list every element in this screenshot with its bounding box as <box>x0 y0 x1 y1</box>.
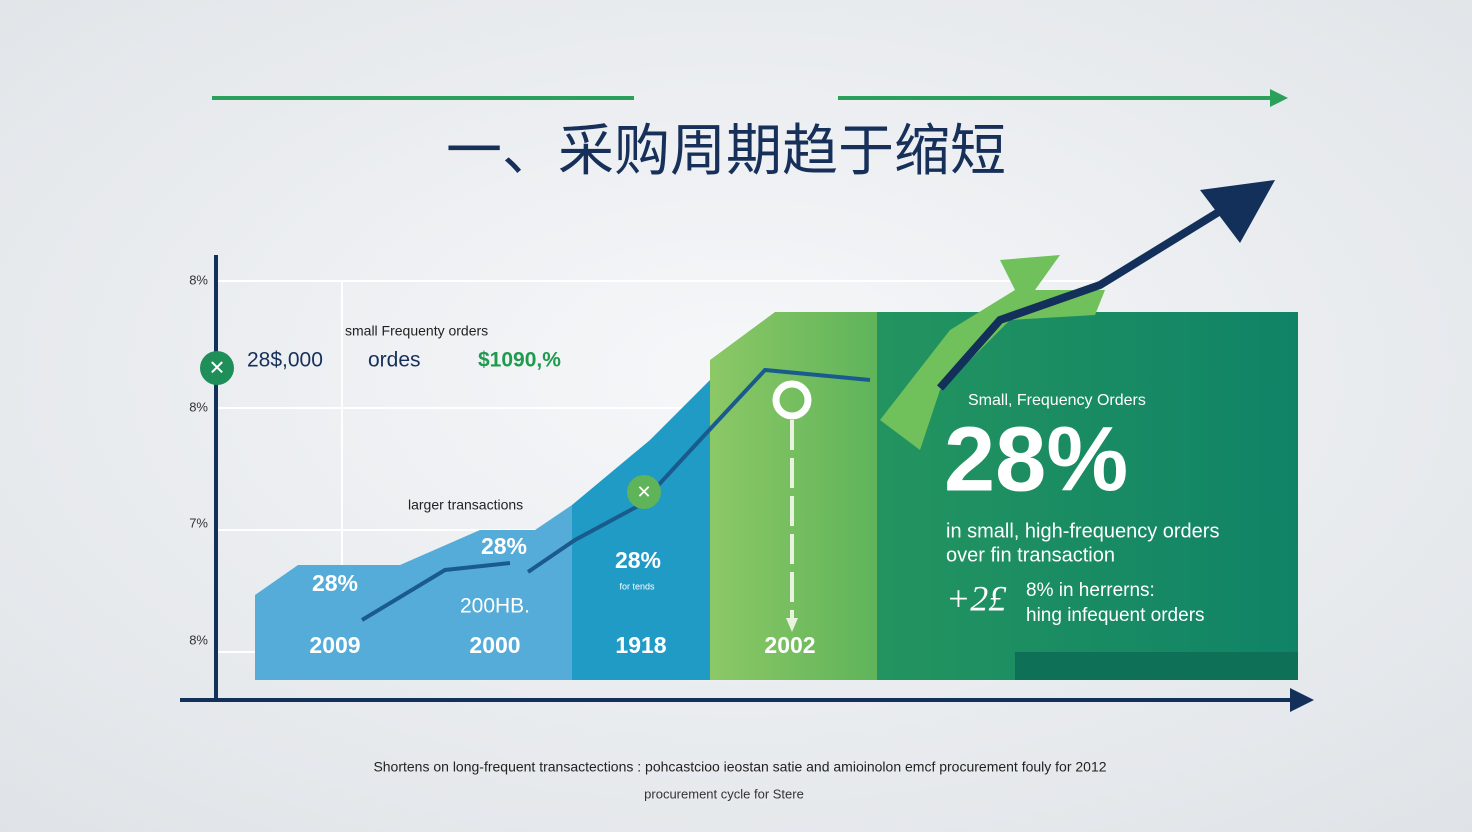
trend-line <box>360 561 511 622</box>
panel-big: 28% <box>944 408 1128 510</box>
axis-label: 8% <box>189 272 208 287</box>
axis-label: 8% <box>189 399 208 414</box>
callout-heading: small Frequenty orders <box>345 323 488 339</box>
band-year: 2002 <box>764 632 815 658</box>
callout-figure: 28$,000 <box>247 349 323 372</box>
band-value: 28% <box>615 547 661 573</box>
callout-unit: ordes <box>368 349 421 372</box>
band-year: 2000 <box>469 632 520 658</box>
band-value: 28% <box>481 533 527 559</box>
icon-glyph: ✕ <box>636 482 651 502</box>
band-note: for tends <box>619 581 655 591</box>
band-note: 200HB. <box>460 595 530 618</box>
footer: Shortens on long-frequent transactection… <box>373 759 1106 775</box>
icon <box>627 475 661 509</box>
band-value: 28% <box>312 570 358 596</box>
area <box>255 505 572 680</box>
larger-label: larger transactions <box>408 497 523 513</box>
arrowhead <box>786 618 798 632</box>
callout-amount: $1090,% <box>478 349 561 372</box>
panel-text: over fin transaction <box>946 544 1115 566</box>
band-year: 2009 <box>309 632 360 658</box>
panel-text: hing infequent orders <box>1026 605 1205 626</box>
footer: procurement cycle for Stere <box>644 786 804 801</box>
icon <box>200 351 234 385</box>
band-year: 1918 <box>615 632 666 658</box>
title: 一、采购周期趋于缩短 <box>446 119 1006 182</box>
arrowhead <box>1200 180 1275 243</box>
panel-strip <box>1015 652 1298 680</box>
area <box>572 380 710 680</box>
arrowhead <box>1270 89 1288 107</box>
trend-line <box>526 367 871 574</box>
panel-text: 8% in herrerns: <box>1026 580 1155 601</box>
panel-mark: +2£ <box>946 578 1007 618</box>
icon-glyph: ✕ <box>209 357 226 379</box>
trend-arrow <box>937 201 1233 391</box>
icon <box>772 380 812 420</box>
panel-heading: Small, Frequency Orders <box>968 392 1146 409</box>
arrowhead <box>1290 688 1314 712</box>
axis-label: 8% <box>189 632 208 647</box>
axis-label: 7% <box>189 515 208 530</box>
panel-text: in small, high-frequency orders <box>946 520 1219 542</box>
